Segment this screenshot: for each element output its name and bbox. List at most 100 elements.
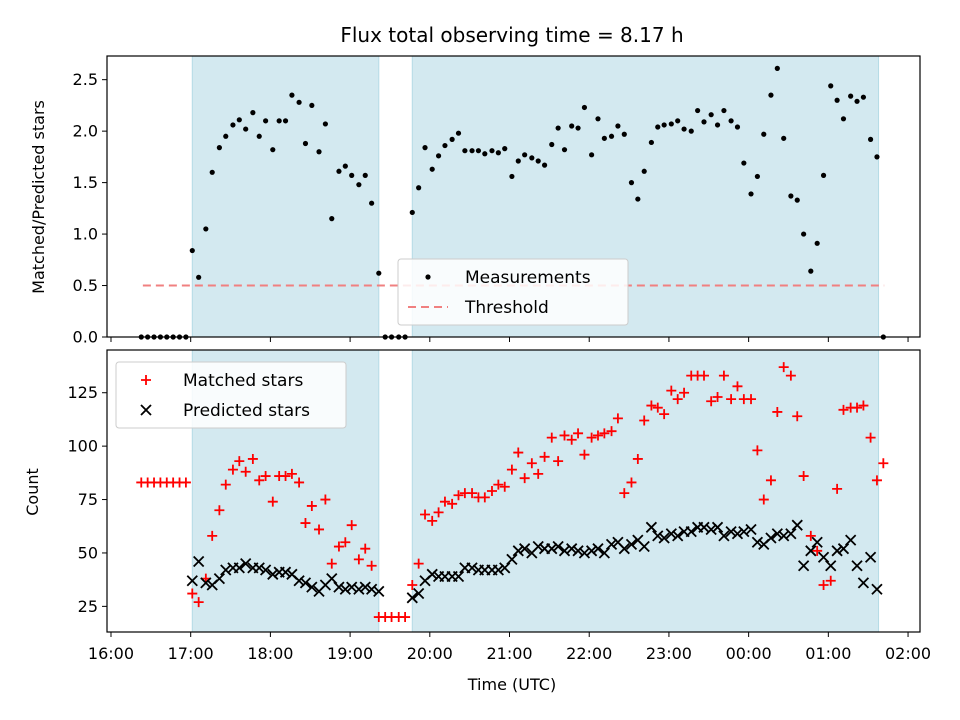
x-tick-label: 16:00 — [88, 644, 134, 663]
data-point — [189, 247, 195, 254]
plot-frame — [106, 55, 921, 338]
data-point — [808, 268, 814, 274]
data-point — [353, 554, 364, 565]
data-point — [193, 597, 204, 608]
legend-label: Predicted stars — [183, 401, 310, 421]
counts-panel: Count 25 50 75 100 125 16:00 17:00 18:00 19:00 20… — [23, 349, 931, 663]
data-point — [467, 488, 478, 499]
data-point — [333, 541, 344, 552]
data-point — [728, 118, 734, 124]
data-point — [296, 99, 302, 105]
data-point — [595, 116, 601, 122]
data-point — [619, 488, 630, 499]
data-point — [698, 521, 710, 533]
data-point — [223, 133, 229, 139]
data-point — [333, 581, 345, 593]
data-point — [294, 477, 305, 488]
data-point — [857, 577, 870, 589]
data-point — [825, 560, 837, 572]
data-point — [240, 466, 251, 477]
data-point — [708, 112, 714, 118]
data-point — [366, 560, 377, 571]
x-tick-label: 19:00 — [327, 644, 373, 663]
data-point — [293, 575, 305, 587]
data-point — [253, 562, 265, 574]
data-point — [785, 528, 797, 540]
data-point — [792, 411, 803, 422]
data-point — [270, 147, 276, 153]
data-point — [832, 483, 843, 494]
data-point — [356, 182, 362, 188]
data-point — [339, 583, 351, 595]
data-point — [635, 196, 641, 202]
legend-box — [397, 258, 629, 326]
data-point — [811, 536, 823, 548]
y-tick-label: 1.0 — [73, 225, 98, 244]
data-point — [522, 152, 528, 158]
data-point — [203, 226, 209, 232]
data-point — [233, 562, 245, 574]
data-point — [329, 216, 335, 222]
data-point — [499, 562, 511, 574]
data-point — [254, 475, 265, 486]
data-point — [506, 553, 518, 566]
data-point — [768, 92, 774, 98]
y-tick-label: 75 — [78, 490, 98, 509]
data-point — [794, 197, 800, 203]
data-point — [848, 93, 854, 99]
y-tick-label: 50 — [78, 543, 98, 562]
data-point — [453, 490, 464, 501]
y-tick-label: 0.5 — [73, 276, 98, 295]
data-point — [626, 477, 637, 488]
data-point — [263, 118, 269, 124]
data-point — [559, 430, 570, 441]
data-point — [860, 94, 867, 100]
data-point — [365, 583, 378, 595]
data-point — [442, 142, 448, 149]
data-point — [575, 125, 581, 131]
data-point — [220, 479, 231, 490]
data-point — [586, 432, 597, 443]
data-point — [552, 540, 564, 553]
data-point — [805, 530, 816, 541]
data-point — [688, 128, 694, 134]
data-point — [772, 406, 783, 417]
data-point — [289, 92, 295, 98]
data-point — [605, 538, 618, 551]
data-point — [519, 543, 531, 555]
data-point — [681, 126, 687, 132]
counts-y-axis-label: Count — [23, 468, 42, 516]
data-point — [447, 498, 458, 509]
data-point — [541, 162, 548, 168]
data-point — [612, 413, 623, 424]
data-point — [449, 136, 455, 142]
data-point — [618, 543, 630, 555]
data-point — [801, 231, 807, 237]
data-point — [340, 537, 351, 548]
data-point — [193, 555, 205, 568]
data-point — [871, 583, 883, 595]
data-point — [469, 148, 475, 154]
data-point — [299, 577, 312, 589]
data-point — [482, 151, 488, 157]
data-point — [725, 525, 737, 538]
data-point — [718, 530, 730, 542]
data-point — [427, 515, 438, 526]
data-point — [838, 404, 849, 415]
data-point — [566, 543, 578, 555]
data-point — [566, 434, 577, 445]
data-point — [851, 560, 863, 572]
data-point — [592, 430, 603, 441]
data-point — [672, 394, 683, 405]
data-point — [439, 496, 450, 507]
data-point — [774, 65, 780, 71]
data-point — [346, 520, 357, 531]
data-point — [519, 473, 530, 484]
data-point — [573, 428, 584, 439]
data-point — [420, 509, 431, 520]
data-point — [878, 458, 889, 469]
data-point — [738, 525, 750, 538]
data-point — [314, 524, 325, 535]
data-point — [486, 486, 497, 496]
data-point — [234, 456, 245, 467]
